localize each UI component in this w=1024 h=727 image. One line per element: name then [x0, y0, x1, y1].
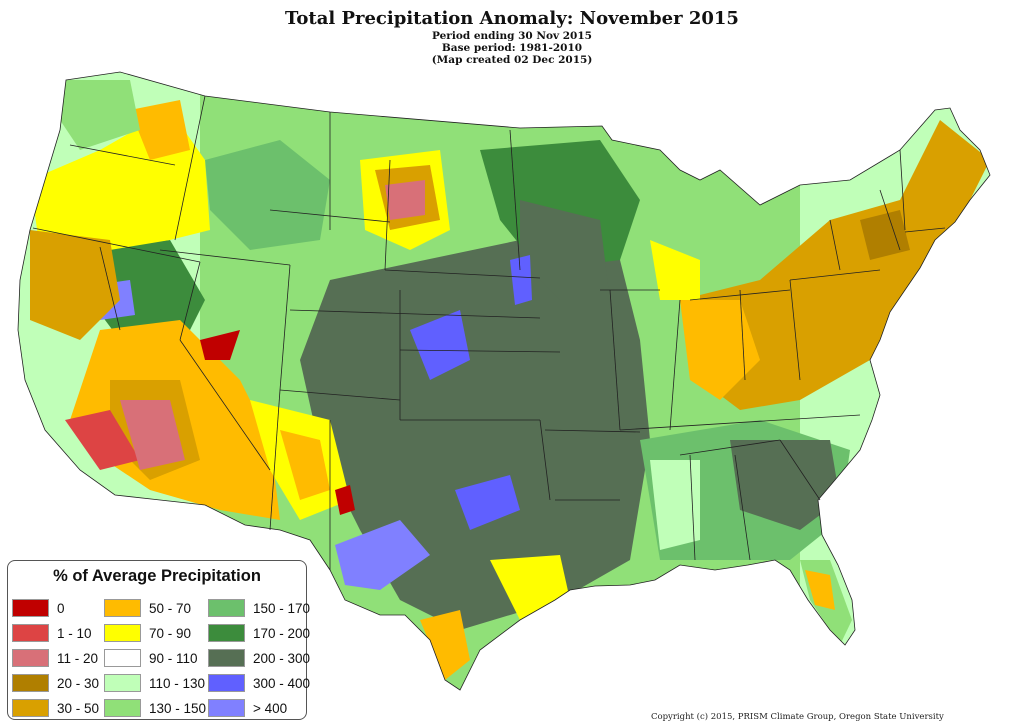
legend-swatch [12, 649, 49, 667]
legend-label: 90 - 110 [149, 650, 198, 666]
legend-label: 200 - 300 [253, 650, 311, 666]
legend-item: 1 - 10 [12, 624, 104, 642]
legend-swatch [12, 674, 49, 692]
legend-item: 70 - 90 [104, 624, 208, 642]
legend-label: 11 - 20 [57, 650, 99, 666]
legend-item: 11 - 20 [12, 649, 104, 667]
legend-grid: 0 50 - 70 150 - 170 1 - 10 70 - 90 170 - 200 1… [12, 599, 311, 717]
copyright-notice: Copyright (c) 2015, PRISM Climate Group,… [651, 712, 944, 722]
legend-swatch [208, 599, 245, 617]
legend-item: 20 - 30 [12, 674, 104, 692]
legend-item: 200 - 300 [208, 649, 311, 667]
state-borders [17, 71, 991, 691]
legend-swatch [208, 699, 245, 717]
legend-item: 0 [12, 599, 104, 617]
legend-label: 170 - 200 [253, 625, 311, 641]
legend-label: 20 - 30 [57, 675, 100, 691]
map-created-date: (Map created 02 Dec 2015) [431, 54, 593, 66]
legend-item: > 400 [208, 699, 308, 717]
legend-label: 150 - 170 [253, 600, 311, 616]
legend-item: 150 - 170 [208, 599, 311, 617]
period-ending: Period ending 30 Nov 2015 [432, 30, 592, 42]
legend-swatch [104, 674, 141, 692]
legend-swatch [104, 649, 141, 667]
map-header: Total Precipitation Anomaly: November 20… [0, 8, 1024, 66]
map-title: Total Precipitation Anomaly: November 20… [285, 8, 739, 29]
legend-item: 30 - 50 [12, 699, 104, 717]
legend-label: 300 - 400 [253, 675, 311, 691]
legend-swatch [104, 624, 141, 642]
legend-label: 30 - 50 [57, 700, 100, 716]
legend-swatch [12, 699, 49, 717]
legend-swatch [12, 599, 49, 617]
legend-swatch [208, 649, 245, 667]
legend-item: 110 - 130 [104, 674, 208, 692]
legend-swatch [208, 674, 245, 692]
legend-label: 110 - 130 [149, 675, 206, 691]
legend-label: > 400 [253, 700, 288, 716]
legend-label: 0 [57, 600, 65, 616]
legend-swatch [208, 624, 245, 642]
legend-label: 50 - 70 [149, 600, 192, 616]
legend-label: 1 - 10 [57, 625, 92, 641]
legend-swatch [104, 599, 141, 617]
legend-label: 130 - 150 [149, 700, 207, 716]
legend: % of Average Precipitation 0 50 - 70 150 -… [7, 560, 311, 720]
legend-item: 300 - 400 [208, 674, 311, 692]
legend-item: 50 - 70 [104, 599, 208, 617]
legend-swatch [12, 624, 49, 642]
legend-item: 170 - 200 [208, 624, 311, 642]
legend-item: 90 - 110 [104, 649, 208, 667]
legend-item: 130 - 150 [104, 699, 208, 717]
legend-title: % of Average Precipitation [53, 567, 261, 585]
legend-swatch [104, 699, 141, 717]
legend-label: 70 - 90 [149, 625, 192, 641]
base-period: Base period: 1981-2010 [441, 42, 583, 54]
